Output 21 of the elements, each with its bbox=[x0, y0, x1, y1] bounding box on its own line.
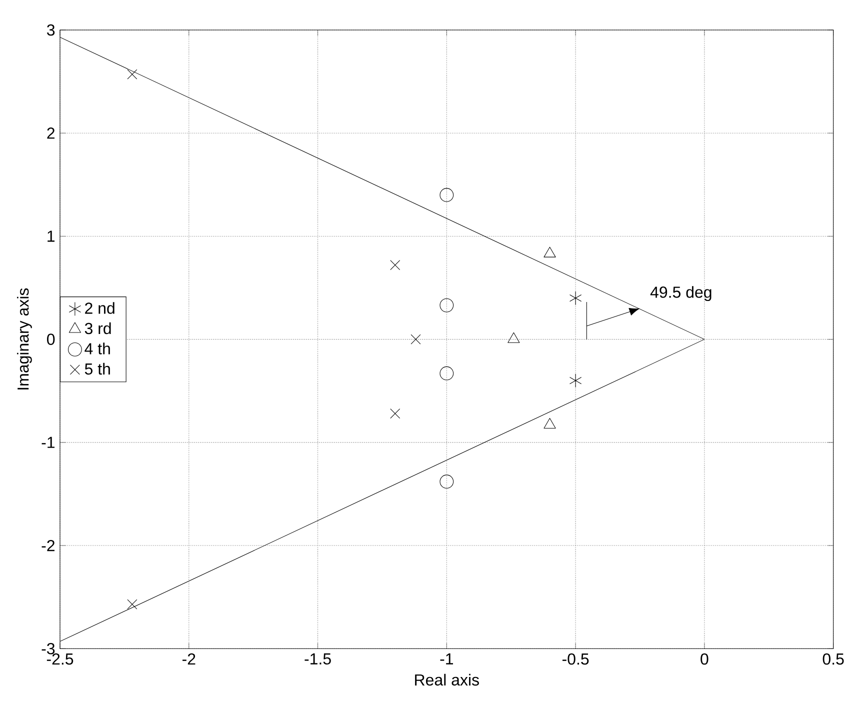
legend-label: 2 nd bbox=[85, 302, 114, 314]
y-tick-label: 0 bbox=[47, 334, 55, 345]
y-tick-label: 3 bbox=[47, 24, 55, 36]
y-tick-label: 2 bbox=[47, 128, 54, 139]
y-tick-label: -2 bbox=[42, 540, 54, 552]
x-tick-label: 0.5 bbox=[822, 653, 844, 665]
x-tick-label: -2 bbox=[182, 653, 196, 665]
x-tick-label: 0 bbox=[700, 653, 708, 665]
x-tick-label: -1.5 bbox=[304, 653, 331, 665]
legend-label: 4 th bbox=[84, 342, 110, 354]
legend-label: 3 rd bbox=[84, 322, 111, 334]
y-tick-label: -1 bbox=[42, 436, 55, 448]
x-axis-title: Real axis bbox=[415, 674, 479, 686]
x-tick-label: -0.5 bbox=[562, 653, 589, 665]
annotation: 49.5 deg bbox=[650, 286, 712, 302]
legend-label: 5 th bbox=[84, 362, 110, 375]
y-tick-label: -3 bbox=[42, 642, 55, 654]
x-tick-label: -1 bbox=[440, 653, 453, 664]
x-tick-label: -2.5 bbox=[46, 653, 74, 665]
y-axis-title: Imaginary axis bbox=[17, 288, 32, 390]
y-tick-label: 1 bbox=[48, 230, 55, 242]
